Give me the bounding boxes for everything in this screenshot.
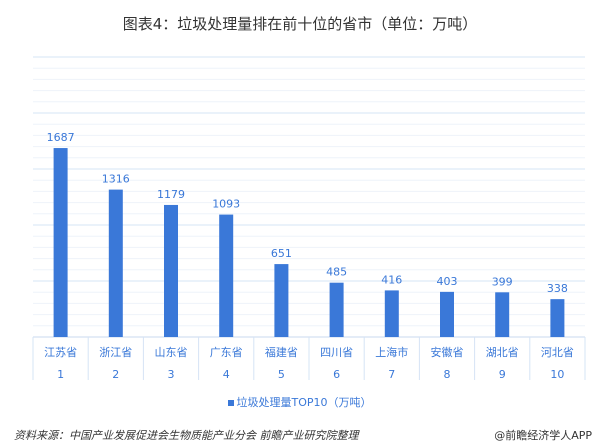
data-label: 485 (326, 266, 347, 279)
data-label: 651 (271, 247, 292, 260)
legend: 垃圾处理量TOP10（万吨） (0, 394, 600, 410)
legend-swatch (228, 400, 235, 406)
bar (384, 290, 399, 337)
brand-label: @前瞻经济学人APP (494, 429, 592, 442)
source-note: 资料来源：中国产业发展促进会生物质能产业分会 前瞻产业研究院整理 (14, 429, 359, 442)
category-label: 安徽省 (431, 345, 464, 359)
category-label: 四川省 (320, 346, 353, 359)
category-label: 湖北省 (486, 346, 519, 359)
chart-title: 图表4：垃圾处理量排在前十位的省市（单位：万吨） (122, 15, 478, 33)
rank-label: 2 (112, 368, 119, 381)
category-label: 上海市 (375, 345, 408, 359)
rank-label: 9 (499, 368, 506, 381)
rank-label: 8 (444, 368, 451, 381)
bar (440, 291, 454, 337)
bar (550, 299, 565, 337)
data-label: 338 (547, 282, 568, 295)
data-label: 1093 (212, 198, 240, 211)
bar (53, 148, 68, 337)
data-label: 1687 (47, 131, 75, 144)
rank-label: 10 (550, 368, 564, 381)
rank-label: 7 (388, 368, 395, 381)
data-label: 416 (381, 273, 402, 286)
category-label: 浙江省 (99, 346, 132, 359)
rank-label: 4 (223, 368, 230, 381)
rank-label: 6 (333, 368, 340, 381)
rank-label: 3 (168, 368, 175, 381)
rank-label: 5 (278, 368, 285, 381)
category-label: 江苏省 (44, 346, 77, 359)
rank-label: 1 (57, 368, 64, 381)
legend-label: 垃圾处理量TOP10（万吨） (236, 396, 372, 409)
category-label: 河北省 (541, 346, 574, 359)
bar (164, 204, 178, 337)
data-label: 399 (492, 275, 513, 288)
bar (329, 282, 344, 337)
category-label: 广东省 (210, 346, 243, 359)
bar (274, 264, 289, 337)
data-label: 403 (437, 275, 458, 288)
category-label: 福建省 (265, 345, 298, 359)
data-label: 1179 (157, 188, 185, 201)
bar (219, 214, 234, 337)
category-label: 山东省 (155, 346, 188, 359)
data-label: 1316 (102, 173, 130, 186)
bar (495, 292, 510, 337)
bar (108, 189, 123, 337)
